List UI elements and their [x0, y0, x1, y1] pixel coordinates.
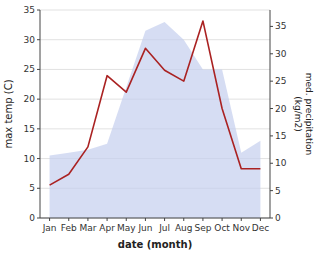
y2-tick	[270, 218, 273, 219]
y2-tick	[270, 163, 273, 164]
y2-axis-label-line: med. precipitation	[304, 73, 314, 155]
y-tick	[37, 69, 40, 70]
y2-tick-label: 25	[275, 76, 286, 86]
y-axis-line	[40, 10, 41, 218]
x-tick	[87, 218, 88, 221]
y-tick	[37, 158, 40, 159]
y2-axis-line	[270, 10, 271, 218]
y-tick-label: 10	[24, 154, 36, 164]
x-tick	[202, 218, 203, 221]
x-tick-label: Jun	[137, 223, 152, 233]
y2-tick	[270, 190, 273, 191]
axes: 0 5 10 15 20 25 30 35 0 5 10 15 20 25 30 35 Jan FebMarApr…	[24, 5, 287, 233]
x-axis-label: date (month)	[118, 239, 192, 250]
x-tick	[260, 218, 261, 221]
y2-tick-label: 30	[275, 49, 287, 59]
x-tick-label: Jan	[42, 223, 57, 233]
y-tick	[37, 128, 40, 129]
y-tick-label: 5	[29, 183, 35, 193]
x-tick-label: Dec	[252, 223, 269, 233]
x-tick	[222, 218, 223, 221]
y-tick	[37, 39, 40, 40]
chart: 0 5 10 15 20 25 30 35 0 5 10 15 20 25 30 35 Jan FebMarApr…	[0, 0, 318, 254]
grid-line	[40, 10, 270, 11]
plot-area	[50, 21, 261, 218]
y2-tick	[270, 26, 273, 27]
y-axis-label: max temp (C)	[3, 79, 14, 148]
y-tick	[37, 188, 40, 189]
y-tick-label: 35	[24, 5, 35, 15]
x-tick-label: Sep	[194, 223, 211, 233]
x-tick	[49, 218, 50, 221]
y-tick	[37, 218, 40, 219]
y-tick-label: 15	[24, 124, 35, 134]
y2-tick	[270, 81, 273, 82]
y2-tick-label: 20	[275, 104, 287, 114]
y2-tick	[270, 53, 273, 54]
x-tick-label: Apr	[99, 223, 115, 233]
y2-tick-label: 15	[275, 131, 286, 141]
grid	[40, 10, 270, 218]
y2-tick-label: 10	[275, 158, 287, 168]
precip-line	[50, 21, 261, 185]
x-tick-label: Feb	[61, 223, 77, 233]
y2-axis-label-line: (kg/m2)	[293, 96, 303, 131]
x-tick	[68, 218, 69, 221]
y-tick-label: 25	[24, 64, 35, 74]
x-tick	[164, 218, 165, 221]
y-tick-label: 0	[29, 213, 35, 223]
y-tick-label: 20	[24, 94, 36, 104]
x-tick	[183, 218, 184, 221]
y2-tick-label: 0	[275, 213, 281, 223]
y-tick-label: 30	[24, 35, 36, 45]
grid-line	[40, 218, 270, 219]
y2-tick-label: 35	[275, 21, 286, 31]
x-tick	[126, 218, 127, 221]
x-tick	[145, 218, 146, 221]
x-tick-label: Mar	[79, 223, 96, 233]
y2-axis-label: med. precipitation(kg/m2)	[293, 73, 314, 155]
y2-tick	[270, 135, 273, 136]
x-tick-label: Jul	[158, 223, 170, 233]
x-axis-line	[40, 218, 270, 219]
y-tick	[37, 10, 40, 11]
x-tick-label: Oct	[214, 223, 230, 233]
x-tick	[241, 218, 242, 221]
y2-tick-label: 5	[275, 186, 281, 196]
y2-tick	[270, 108, 273, 109]
x-tick-label: Nov	[232, 223, 250, 233]
temp-area	[50, 22, 261, 218]
x-tick-label: May	[117, 223, 136, 233]
x-tick-label: Aug	[175, 223, 193, 233]
x-tick	[107, 218, 108, 221]
y-tick	[37, 99, 40, 100]
